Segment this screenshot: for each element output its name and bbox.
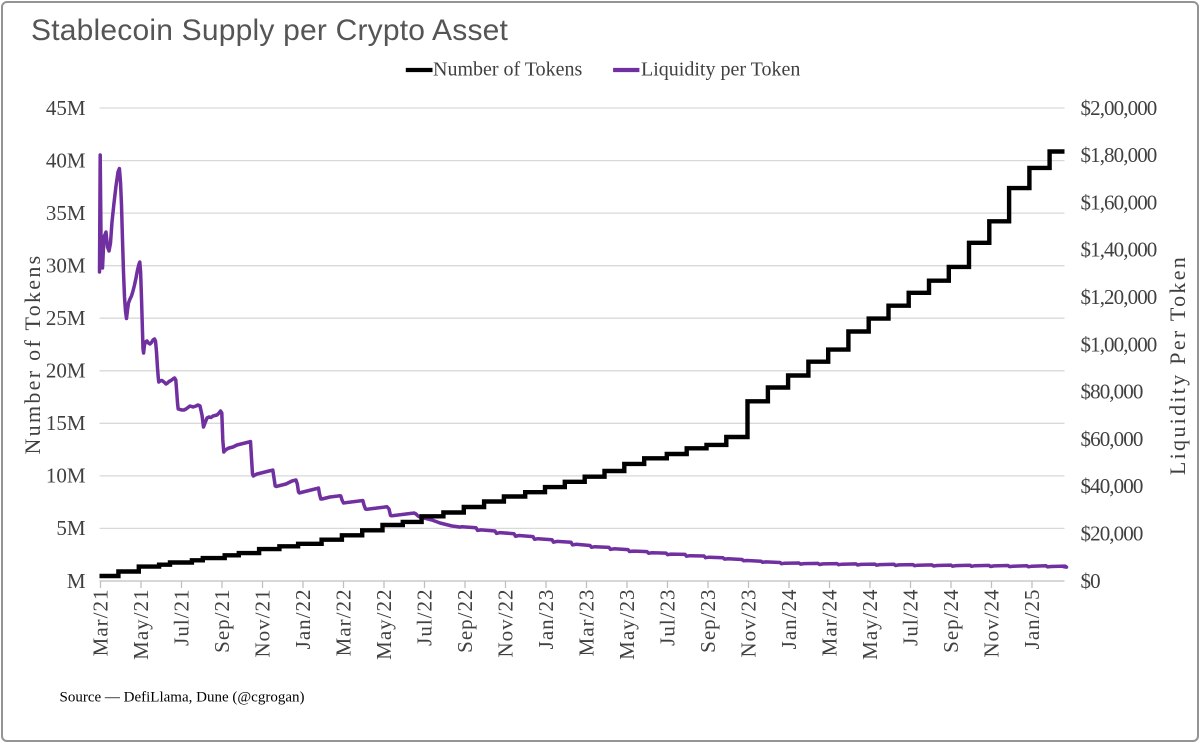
svg-text:5M: 5M [56,516,86,540]
svg-text:Sep/24: Sep/24 [939,589,963,653]
svg-text:Jan/24: Jan/24 [777,589,801,650]
svg-text:Liquidity per Token: Liquidity per Token [641,59,800,81]
svg-text:Nov/24: Nov/24 [980,589,1004,658]
svg-text:Mar/24: Mar/24 [818,589,842,657]
svg-text:Mar/21: Mar/21 [89,589,113,657]
svg-text:$0: $0 [1081,569,1101,593]
svg-text:May/24: May/24 [858,589,882,660]
svg-text:$1,60,000: $1,60,000 [1081,190,1157,214]
svg-text:$1,80,000: $1,80,000 [1081,143,1157,167]
svg-text:$2,00,000: $2,00,000 [1081,96,1157,120]
svg-text:$1,20,000: $1,20,000 [1081,285,1157,309]
svg-text:Source — DefiLlama, Dune (@cgr: Source — DefiLlama, Dune (@cgrogan) [60,689,305,705]
svg-text:Number of Tokens: Number of Tokens [20,253,45,454]
svg-text:Number of Tokens: Number of Tokens [433,59,583,81]
svg-text:30M: 30M [46,254,86,278]
svg-text:Sep/21: Sep/21 [210,589,234,653]
svg-text:25M: 25M [46,306,86,330]
svg-text:Mar/22: Mar/22 [332,589,356,657]
svg-text:20M: 20M [46,359,86,383]
svg-text:Jul/22: Jul/22 [413,589,437,646]
svg-text:35M: 35M [46,201,86,225]
svg-text:$1,00,000: $1,00,000 [1081,332,1157,356]
svg-text:Jul/23: Jul/23 [656,589,680,646]
svg-text:Sep/22: Sep/22 [453,589,477,653]
svg-text:10M: 10M [46,464,86,488]
svg-text:$80,000: $80,000 [1081,380,1143,404]
svg-text:Jul/24: Jul/24 [899,589,923,646]
svg-text:May/22: May/22 [372,589,396,660]
svg-text:May/21: May/21 [129,589,153,660]
svg-text:May/23: May/23 [615,589,639,660]
svg-text:$40,000: $40,000 [1081,474,1143,498]
svg-text:Liquidity Per Token: Liquidity Per Token [1165,255,1190,475]
svg-text:Nov/21: Nov/21 [251,589,275,658]
svg-text:Jul/21: Jul/21 [170,589,194,646]
svg-text:Mar/23: Mar/23 [575,589,599,657]
svg-text:Nov/22: Nov/22 [494,589,518,658]
svg-text:$20,000: $20,000 [1081,522,1143,546]
svg-text:Nov/23: Nov/23 [737,589,761,658]
svg-text:Jan/25: Jan/25 [1020,589,1044,650]
svg-text:15M: 15M [46,411,86,435]
svg-text:Jan/22: Jan/22 [291,589,315,650]
svg-text:M: M [67,569,86,593]
svg-text:$60,000: $60,000 [1081,427,1143,451]
svg-text:40M: 40M [46,148,86,172]
svg-text:Jan/23: Jan/23 [534,589,558,650]
svg-text:Sep/23: Sep/23 [696,589,720,653]
svg-text:45M: 45M [46,96,86,120]
svg-text:$1,40,000: $1,40,000 [1081,238,1157,262]
